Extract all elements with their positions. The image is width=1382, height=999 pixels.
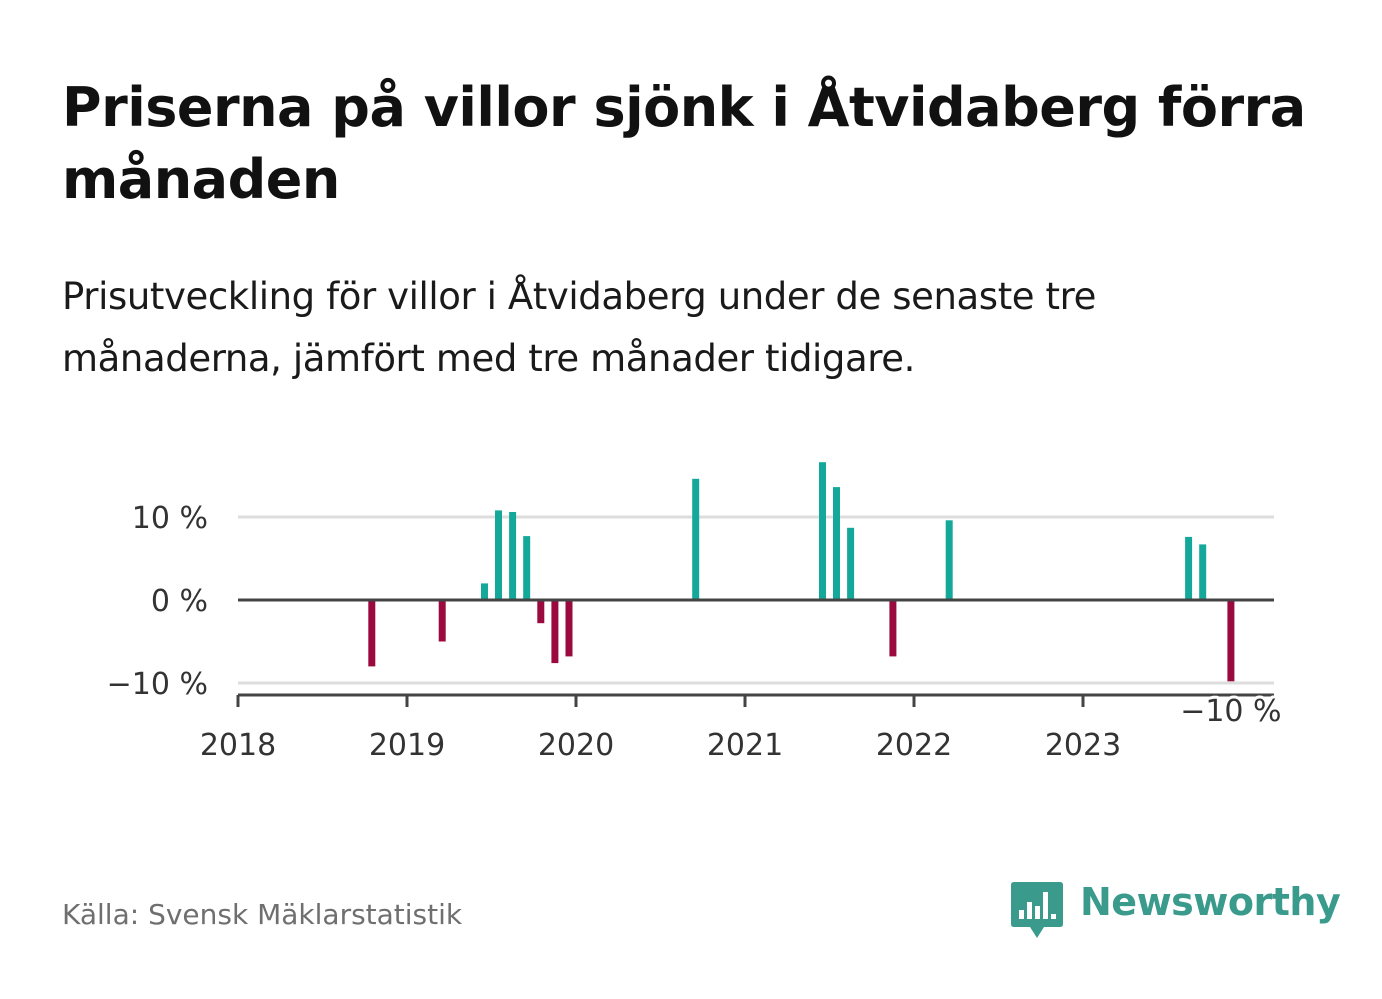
x-tick-label: 2021 <box>707 728 783 763</box>
labels: 10 % 0 % −10 % 2018 2019 2020 2021 2022 2023 −10 … <box>107 501 1285 763</box>
bar <box>833 487 840 600</box>
bar <box>551 600 559 664</box>
bar <box>481 583 488 600</box>
bar <box>945 520 953 600</box>
source-note: Källa: Svensk Mäklarstatistik <box>62 898 463 931</box>
x-tick-label: 2023 <box>1045 728 1121 763</box>
axes <box>236 598 1274 707</box>
bar <box>438 600 446 642</box>
x-tick-label: 2018 <box>200 728 276 763</box>
bar <box>889 600 897 657</box>
bar-chart-speech-bubble-icon <box>1011 882 1063 938</box>
y-tick-label: 10 % <box>132 501 208 536</box>
bar <box>692 478 700 600</box>
gridlines <box>238 515 1274 685</box>
bar <box>1227 600 1235 682</box>
bar <box>537 600 545 624</box>
bar <box>1199 544 1207 600</box>
chart-title: Priserna på villor sjönk i Åtvidaberg fö… <box>62 76 1306 211</box>
bar <box>847 527 855 600</box>
y-tick-label: 0 % <box>151 584 208 619</box>
bar <box>509 512 517 600</box>
newsworthy-logo: Newsworthy <box>1010 878 1341 942</box>
bar <box>523 536 531 600</box>
bar <box>368 600 376 667</box>
brand-name: Newsworthy <box>1080 880 1341 924</box>
bar-chart: 10 % 0 % −10 % 2018 2019 2020 2021 2022 2023 −10 … <box>107 462 1285 763</box>
value-annotation: −10 % <box>1180 694 1281 729</box>
bar <box>819 462 826 600</box>
bar <box>1185 536 1193 600</box>
x-tick-label: 2022 <box>876 728 952 763</box>
bar <box>565 600 573 657</box>
y-tick-label: −10 % <box>107 667 208 702</box>
bars <box>368 462 1235 682</box>
x-tick-label: 2020 <box>538 728 614 763</box>
x-tick-label: 2019 <box>369 728 445 763</box>
bar <box>495 510 502 600</box>
chart-subtitle: Prisutveckling för villor i Åtvidaberg u… <box>62 275 1096 380</box>
